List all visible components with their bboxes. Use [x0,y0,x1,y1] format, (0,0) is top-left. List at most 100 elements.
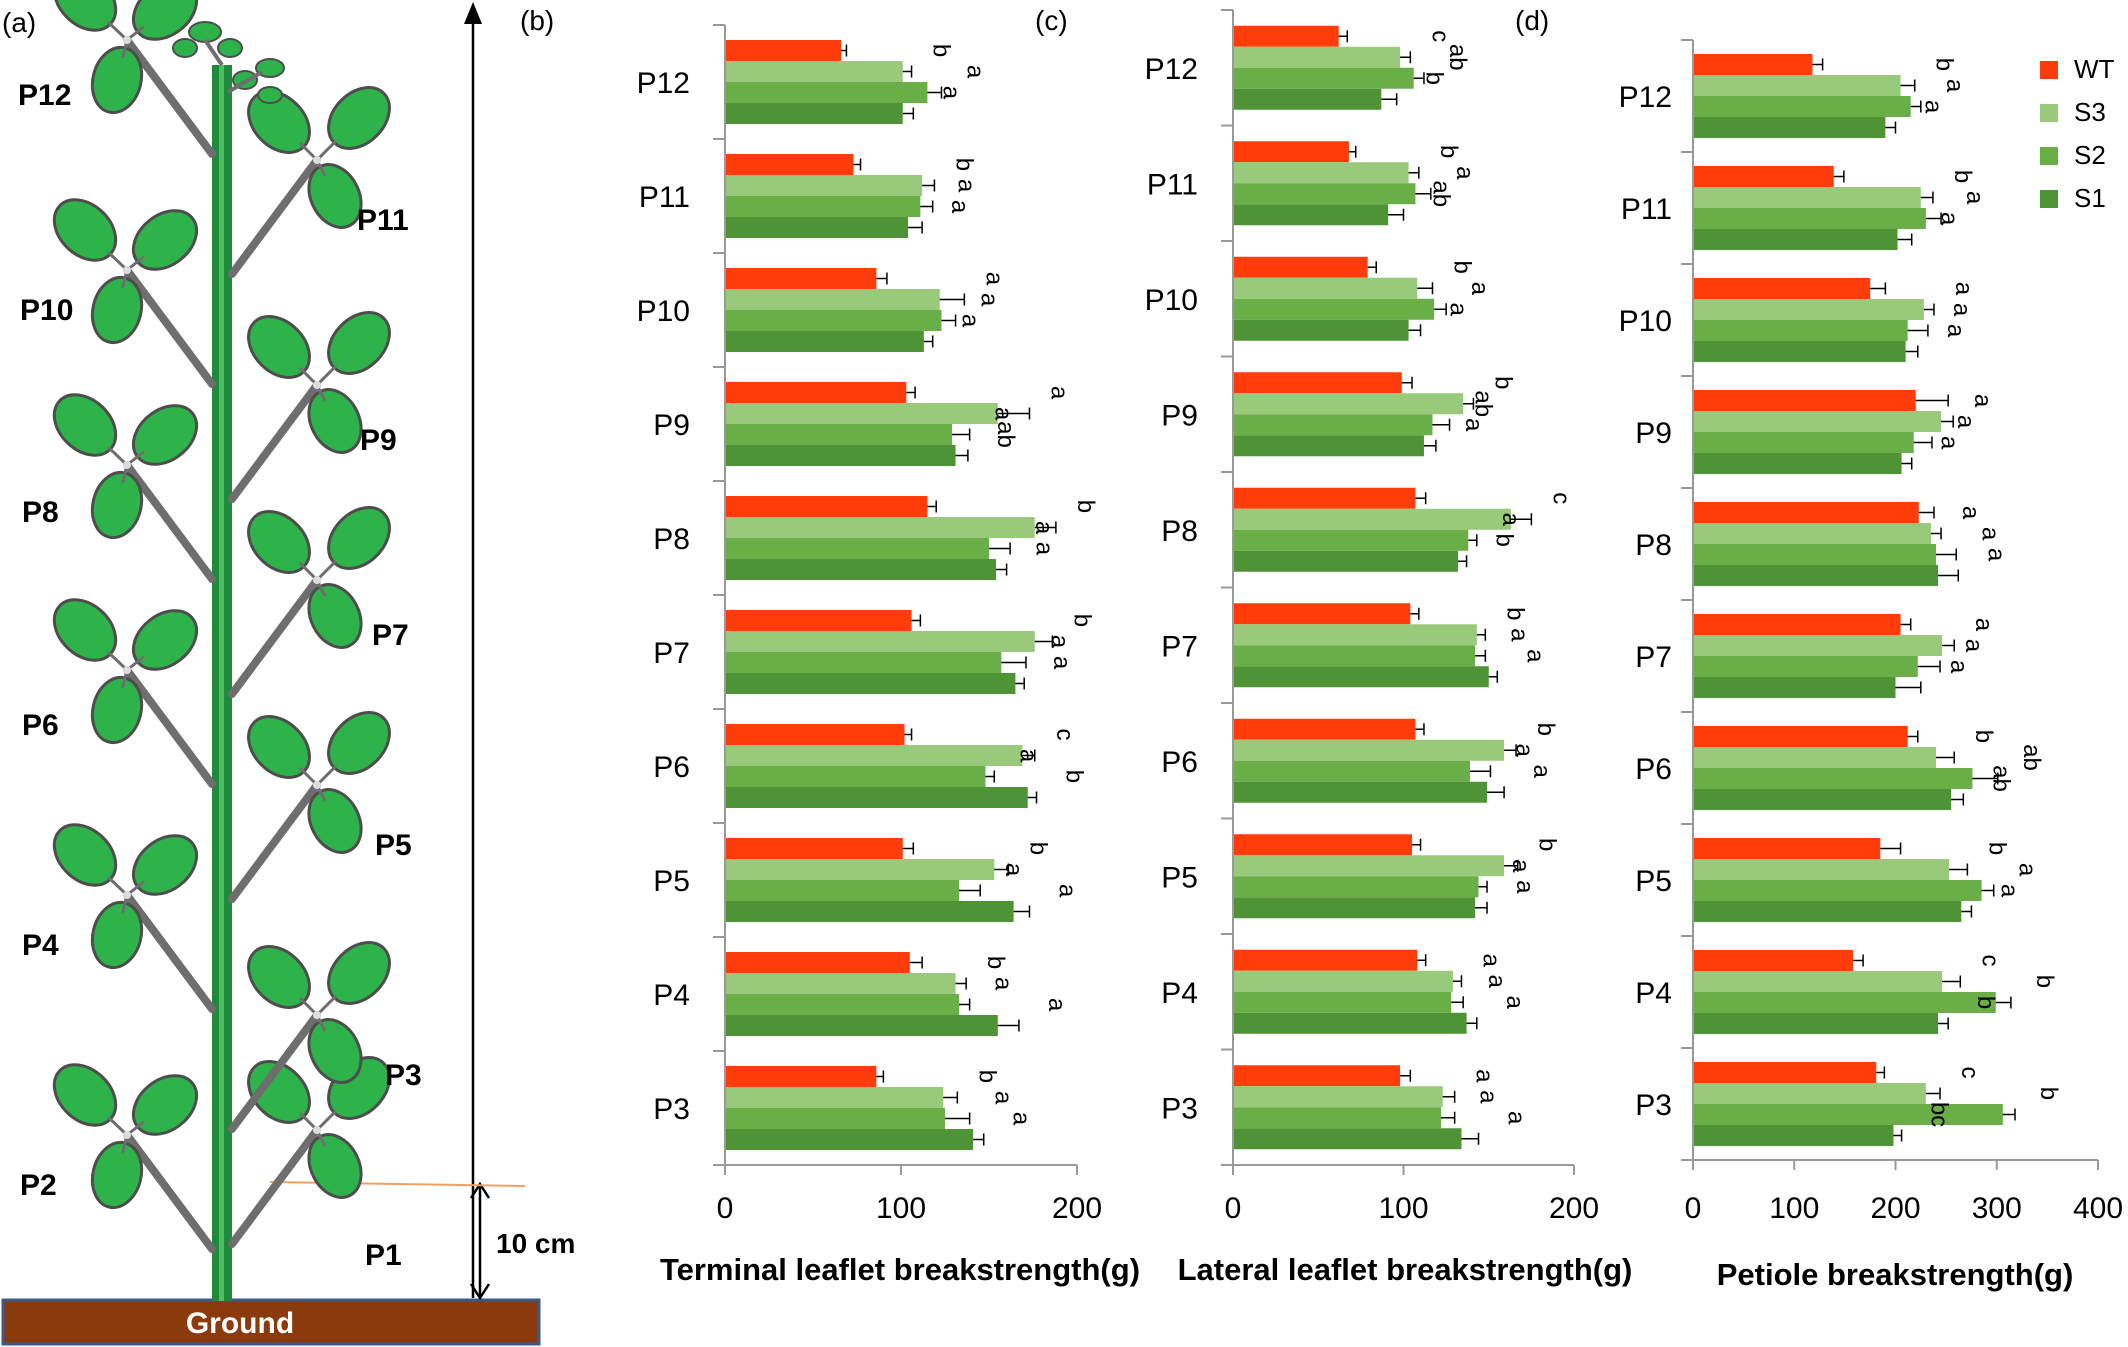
bar-wt-p11 [726,154,854,175]
bar-wt-p11 [1234,141,1349,163]
petiolule [315,765,337,787]
significance-letter: a [1497,513,1524,527]
legend-swatch-s1 [2040,190,2058,208]
x-axis-label: Lateral leaflet breakstrength(g) [1178,1252,1633,1287]
significance-letter: a [1976,527,2003,541]
node-label-p7: P7 [372,619,409,652]
apical-leaflet [217,38,243,58]
significance-letter: a [1941,79,1968,93]
significance-letter: a [1510,744,1537,758]
bar-s2-p6 [726,766,986,787]
significance-letter: b [1061,770,1088,783]
leaf-p9 [228,311,391,503]
bar-s2-p11 [1234,183,1416,205]
category-label-p3: P3 [653,1093,690,1126]
bar-s1-p5 [1234,897,1476,919]
category-label-p10: P10 [1619,305,1672,338]
petiole [123,666,216,788]
bar-wt-p6 [1234,718,1416,740]
bar-s3-p12 [726,61,903,82]
panel-label: (c) [1035,5,1068,36]
legend-swatch-wt [2040,61,2058,79]
apical-leaflet [188,21,222,43]
node-label-p1: P1 [365,1239,402,1272]
bar-wt-p8 [1234,487,1416,509]
legend-swatch-s3 [2040,104,2058,122]
bar-s1-p10 [726,331,924,352]
category-label-p10: P10 [637,295,690,328]
bar-wt-p5 [1694,838,1881,859]
bar-wt-p3 [1234,1065,1401,1087]
bar-s1-p3 [726,1129,974,1150]
petiolule [107,1115,129,1137]
bar-wt-p4 [1694,950,1853,971]
x-tick-label: 0 [717,1192,734,1225]
bar-s1-p12 [726,103,903,124]
category-label-p3: P3 [1161,1092,1198,1125]
significance-letter: a [1048,656,1075,670]
significance-letter: a [1945,660,1972,674]
bar-s3-p7 [726,631,1035,652]
bar-wt-p9 [1234,372,1402,394]
bar-s3-p10 [726,289,940,310]
bar-s1-p9 [726,445,956,466]
petiole [228,381,321,503]
bar-s3-p7 [1234,624,1477,646]
bar-s3-p8 [1234,508,1511,530]
chart-legend: WT S3 S2 S1 [2040,54,2115,213]
significance-letter: bc [1926,1102,1953,1127]
bar-s1-p6 [1694,789,1952,810]
bar-s2-p4 [1694,992,1996,1013]
bar-s1-p11 [726,217,909,238]
category-label-p10: P10 [1145,284,1198,317]
leaflet [131,609,199,671]
bar-wt-p7 [1234,603,1411,625]
petiole [228,1126,321,1248]
category-label-p7: P7 [1635,641,1672,674]
leaf-p11 [228,86,391,278]
panel-a-label: (a) [2,7,36,38]
bar-s1-p8 [1234,550,1459,572]
significance-letter: c [1426,30,1453,42]
leaf-p3 [228,941,391,1133]
significance-letter: ab [1444,44,1471,71]
bar-s3-p8 [726,517,1035,538]
significance-letter: a [1045,386,1072,400]
significance-letter: a [1460,418,1487,432]
bar-s3-p11 [1694,187,1921,208]
chart-panel-b: (b) 0 100 200 Terminal leaflet breakstrength… [520,5,1140,1287]
bar-s3-p3 [726,1087,944,1108]
significance-letter: a [990,977,1017,991]
significance-letter: b [973,1070,1000,1083]
bar-s3-p6 [1234,739,1505,761]
petiolule [107,250,129,272]
leaf-junction [123,36,131,44]
bar-s2-p6 [1234,760,1470,782]
category-label-p5: P5 [653,865,690,898]
petiole [123,891,216,1013]
significance-letter: a [1501,996,1528,1010]
bar-wt-p12 [726,40,842,61]
x-tick-label: 0 [1685,1192,1702,1225]
legend-swatch-s2 [2040,147,2058,165]
node-label-p12: P12 [18,79,71,112]
bar-wt-p8 [726,496,928,517]
node-label-p8: P8 [22,496,59,529]
leaf-p6 [52,598,216,788]
significance-letter: a [1950,282,1977,296]
bar-wt-p11 [1694,166,1834,187]
category-label-p6: P6 [653,751,690,784]
category-label-p4: P4 [1635,977,1672,1010]
significance-letter: a [1031,542,1058,556]
significance-letter: a [1451,166,1478,180]
bar-s1-p6 [726,787,1028,808]
significance-letter: b [950,158,977,171]
significance-letter: ab [1987,765,2014,792]
bar-s2-p10 [726,310,942,331]
bar-wt-p7 [1694,614,1901,635]
bar-s2-p8 [1234,529,1469,551]
bar-s1-p8 [1694,565,1939,586]
bar-s3-p4 [1694,971,1943,992]
significance-letter: b [1501,607,1528,620]
petiole [123,36,216,158]
